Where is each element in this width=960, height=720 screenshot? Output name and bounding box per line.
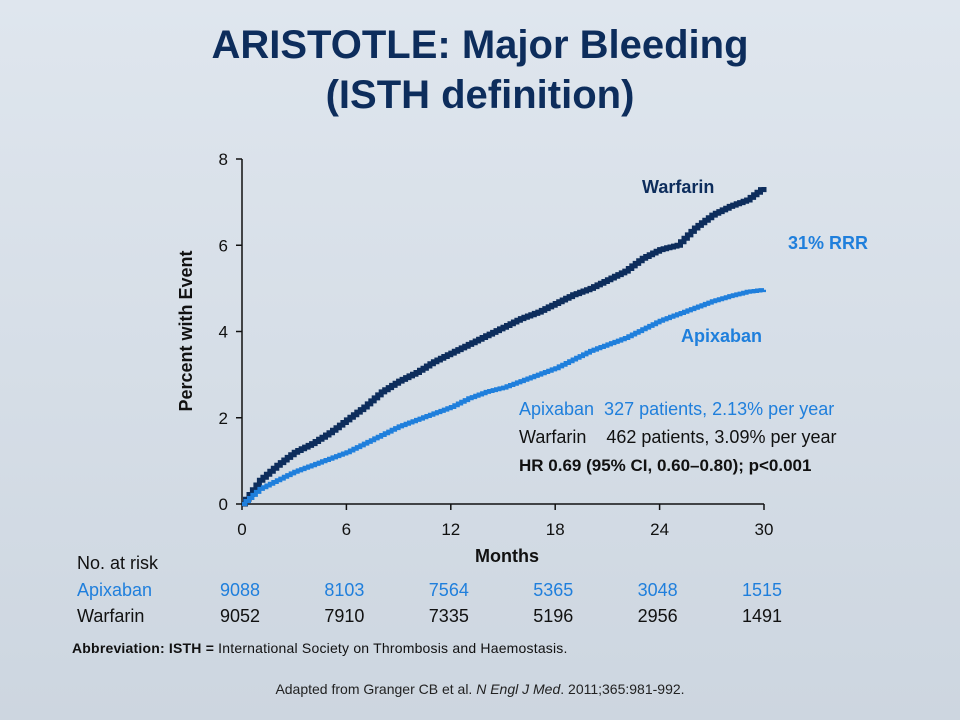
source-suffix: . 2011;365:981-992. [560, 681, 685, 697]
x-tick-label: 30 [755, 520, 774, 539]
slide-title: ARISTOTLE: Major Bleeding (ISTH definiti… [0, 20, 960, 120]
risk-cell: 8103 [324, 580, 365, 600]
risk-cell: 5196 [533, 606, 574, 626]
risk-cell: 3048 [637, 580, 678, 600]
risk-row-label: Warfarin [77, 606, 145, 626]
hazard-ratio: HR 0.69 (95% CI, 0.60–0.80); p<0.001 [519, 456, 811, 475]
source-citation: Adapted from Granger CB et al. N Engl J … [0, 681, 960, 697]
risk-cell: 2956 [637, 606, 678, 626]
chart-lines [242, 187, 767, 507]
y-tick-label: 2 [219, 409, 228, 428]
abbreviation-label: Abbreviation: [72, 640, 165, 656]
y-axis-title: Percent with Event [176, 250, 196, 411]
x-tick-label: 12 [441, 520, 460, 539]
abbreviation-term: ISTH = [168, 640, 215, 656]
y-tick-label: 8 [219, 150, 228, 169]
source-prefix: Adapted from Granger CB et al. [275, 681, 477, 697]
x-axis-title: Months [475, 546, 539, 566]
risk-cell: 5365 [533, 580, 574, 600]
slide-title-line1: ARISTOTLE: Major Bleeding [211, 23, 749, 67]
y-tick-label: 6 [219, 236, 228, 255]
x-tick-label: 24 [650, 520, 669, 539]
risk-cell: 9088 [220, 580, 261, 600]
series-label-apixaban: Apixaban [681, 326, 762, 346]
series-label-warfarin: Warfarin [642, 177, 714, 197]
risk-cell: 9052 [220, 606, 261, 626]
series-line-warfarin [242, 187, 767, 507]
source-journal: N Engl J Med [476, 681, 561, 697]
abbreviation-note: Abbreviation: ISTH = International Socie… [72, 640, 568, 656]
slide-title-line2: (ISTH definition) [325, 73, 635, 117]
x-tick-label: 6 [342, 520, 351, 539]
risk-cell: 1491 [742, 606, 783, 626]
series-line-apixaban [242, 288, 766, 506]
x-tick-label: 18 [546, 520, 565, 539]
chart-labels: Warfarin 31% RRR Apixaban Apixaban 327 p… [176, 177, 868, 566]
warfarin-stats: Warfarin 462 patients, 3.09% per year [519, 427, 837, 447]
apixaban-stats: Apixaban 327 patients, 2.13% per year [519, 399, 834, 419]
x-tick-label: 0 [237, 520, 246, 539]
y-tick-label: 4 [219, 323, 228, 342]
risk-cell: 7564 [428, 580, 469, 600]
abbreviation-text: International Society on Thrombosis and … [218, 640, 568, 656]
risk-cell: 7335 [428, 606, 469, 626]
risk-cell: 7910 [324, 606, 365, 626]
risk-table-heading: No. at risk [77, 553, 159, 573]
y-tick-label: 0 [219, 495, 228, 514]
risk-row-label: Apixaban [77, 580, 153, 600]
rrr-label: 31% RRR [788, 233, 868, 253]
risk-cell: 1515 [742, 580, 783, 600]
